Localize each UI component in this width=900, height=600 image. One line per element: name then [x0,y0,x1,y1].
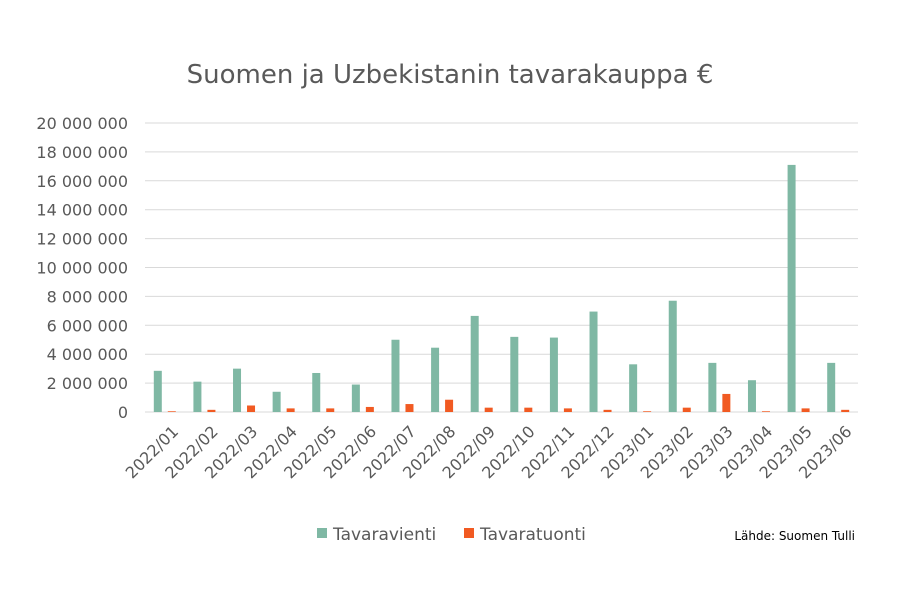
bar-tavaravienti [470,315,479,412]
bar-tavaravienti [629,364,638,412]
bar-tavaratuonti [247,405,256,412]
bar-tavaratuonti [445,399,454,412]
bar-tavaratuonti [563,408,572,412]
legend-swatch [317,528,327,538]
bar-tavaratuonti [761,411,770,412]
source-note: Lähde: Suomen Tulli [734,529,855,543]
bar-tavaravienti [153,370,162,412]
bar-tavaravienti [391,339,400,412]
bar-tavaravienti [272,391,281,412]
y-tick-label: 10 000 000 [36,259,128,278]
y-axis-ticks: 0 2 000 000 4 000 000 6 000 000 8 000 000 10 … [36,114,128,422]
y-tick-label: 4 000 000 [47,345,128,364]
bar-tavaratuonti [365,406,374,412]
chart-title: Suomen ja Uzbekistanin tavarakauppa € [187,60,714,90]
y-tick-label: 16 000 000 [36,172,128,191]
y-tick-label: 0 [118,403,128,422]
legend-label: Tavaratuonti [479,525,586,545]
bar-tavaravienti [312,372,321,412]
y-tick-label: 6 000 000 [47,316,128,335]
bar-tavaravienti [668,300,677,412]
bar-tavaratuonti [524,407,533,412]
bar-tavaratuonti [801,408,810,412]
bar-tavaravienti [233,368,242,412]
bar-tavaravienti [431,347,440,412]
bar-tavaratuonti [841,409,850,412]
legend-label: Tavaravienti [332,525,436,545]
bar-tavaratuonti [722,393,731,412]
bar-tavaravienti [549,337,558,412]
y-tick-label: 18 000 000 [36,143,128,162]
bar-tavaratuonti [682,407,691,412]
bar-tavaravienti [747,380,756,412]
bars [153,164,850,412]
x-axis-ticks: 2022/012022/022022/032022/042022/052022/… [122,422,856,482]
bar-tavaravienti [351,384,360,412]
bar-tavaravienti [589,311,598,412]
bar-tavaratuonti [207,409,216,412]
bar-tavaratuonti [405,404,414,412]
bar-tavaratuonti [603,409,612,412]
bar-tavaravienti [787,164,796,412]
bar-tavaratuonti [484,407,493,412]
bar-tavaratuonti [643,411,652,412]
y-tick-label: 2 000 000 [47,374,128,393]
y-tick-label: 20 000 000 [36,114,128,133]
bar-tavaravienti [193,381,202,412]
legend-swatch [464,528,474,538]
bar-tavaratuonti [167,411,176,412]
y-tick-label: 12 000 000 [36,230,128,249]
bar-tavaravienti [708,362,717,412]
y-tick-label: 14 000 000 [36,201,128,220]
bar-tavaratuonti [286,408,295,412]
y-tick-label: 8 000 000 [47,287,128,306]
gridlines [145,122,858,413]
bar-tavaravienti [827,362,836,412]
bar-tavaravienti [510,336,519,412]
bar-tavaratuonti [326,408,335,412]
legend: Tavaravienti Tavaratuonti [317,525,586,545]
